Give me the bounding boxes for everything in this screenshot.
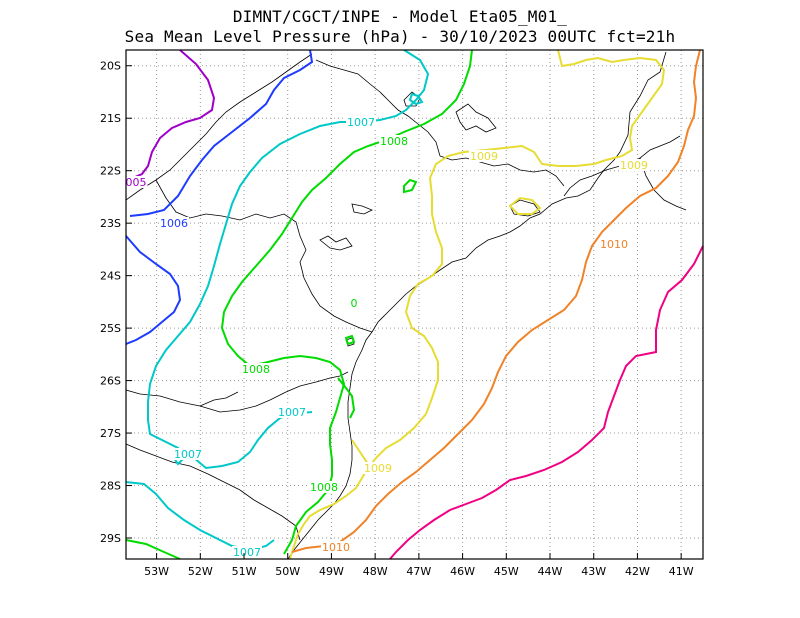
lon-tick-label: 42W <box>625 565 650 578</box>
contour-label-bg <box>277 406 307 418</box>
lat-tick-label: 20S <box>100 60 121 73</box>
contour-label: 1009 <box>470 150 498 163</box>
contour-label: 1008 <box>380 135 408 148</box>
contour-label: 1006 <box>160 217 188 230</box>
lat-tick-label: 28S <box>100 480 121 493</box>
contour-label-bg <box>124 176 148 188</box>
lat-tick-label: 21S <box>100 112 121 125</box>
isobar-1005 <box>127 49 216 181</box>
isobar-1010 <box>291 49 701 553</box>
lon-tick-label: 46W <box>450 565 475 578</box>
contour-label: 0 <box>351 297 358 310</box>
lat-tick-label: 27S <box>100 427 121 440</box>
contour-label-bg <box>599 238 629 250</box>
lon-tick-label: 48W <box>363 565 388 578</box>
contour-label-bg <box>363 462 393 474</box>
lon-tick-label: 43W <box>581 565 606 578</box>
contour-label-bg <box>309 481 339 493</box>
contour-label: 005 <box>126 176 147 189</box>
contour-label-bg <box>379 135 409 147</box>
contour-label: 1008 <box>242 363 270 376</box>
contour-label-bg <box>173 448 203 460</box>
lon-tick-label: 52W <box>188 565 213 578</box>
contour-label: 1007 <box>174 448 202 461</box>
contour-label: 1010 <box>600 238 628 251</box>
lat-tick-label: 24S <box>100 270 121 283</box>
lat-tick-label: 29S <box>100 532 121 545</box>
lat-tick-label: 25S <box>100 322 121 335</box>
lat-lon-grid <box>126 50 703 559</box>
lon-tick-label: 47W <box>406 565 431 578</box>
lon-tick-label: 53W <box>144 565 169 578</box>
contour-label-bg <box>346 116 376 128</box>
lon-tick-label: 41W <box>669 565 694 578</box>
contour-label: 1009 <box>364 462 392 475</box>
contour-label-bg <box>321 541 351 553</box>
plot-frame <box>125 49 704 560</box>
contour-label: 1009 <box>620 159 648 172</box>
contour-label-bg <box>349 297 359 309</box>
contour-label: 1007 <box>278 406 306 419</box>
contour-label-bg <box>159 217 189 229</box>
lat-tick-label: 26S <box>100 375 121 388</box>
contour-label: 1008 <box>310 481 338 494</box>
lat-tick-label: 23S <box>100 217 121 230</box>
contour-label: 1010 <box>322 541 350 554</box>
contour-label-bg <box>469 150 499 162</box>
isobar-1007 <box>147 49 430 466</box>
contour-label-bg <box>619 159 649 171</box>
isobar-1006 <box>129 49 314 217</box>
map-title-line1: DIMNT/CGCT/INPE - Model Eta05_M01_ <box>232 7 568 26</box>
isobar-1011 <box>389 245 704 560</box>
lat-tick-label: 22S <box>100 165 121 178</box>
lon-tick-label: 49W <box>319 565 344 578</box>
lon-tick-label: 44W <box>538 565 563 578</box>
contour-labels: 005 1006 1007 1007 1007 1007 1008 1008 1008 0 1009… <box>124 116 649 559</box>
lon-tick-label: 50W <box>275 565 300 578</box>
contour-label: 1007 <box>233 546 261 559</box>
lon-tick-label: 51W <box>232 565 257 578</box>
contour-label-bg <box>241 363 271 375</box>
contour-label-bg <box>232 546 262 558</box>
map-title-line2: Sea Mean Level Pressure (hPa) - 30/10/20… <box>124 27 676 46</box>
axes: 53W 52W 51W 50W 49W 48W 47W 46W 45W 44W 43W 42W 41W 2… <box>100 60 694 578</box>
contour-label: 1007 <box>347 116 375 129</box>
lon-tick-label: 45W <box>494 565 519 578</box>
